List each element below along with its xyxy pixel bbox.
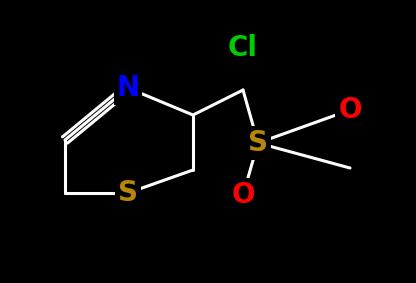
Text: S: S [248, 129, 268, 157]
Text: Cl: Cl [228, 34, 258, 62]
Text: O: O [338, 96, 362, 124]
Text: O: O [231, 181, 255, 209]
Text: S: S [118, 179, 138, 207]
Text: N: N [116, 74, 139, 102]
